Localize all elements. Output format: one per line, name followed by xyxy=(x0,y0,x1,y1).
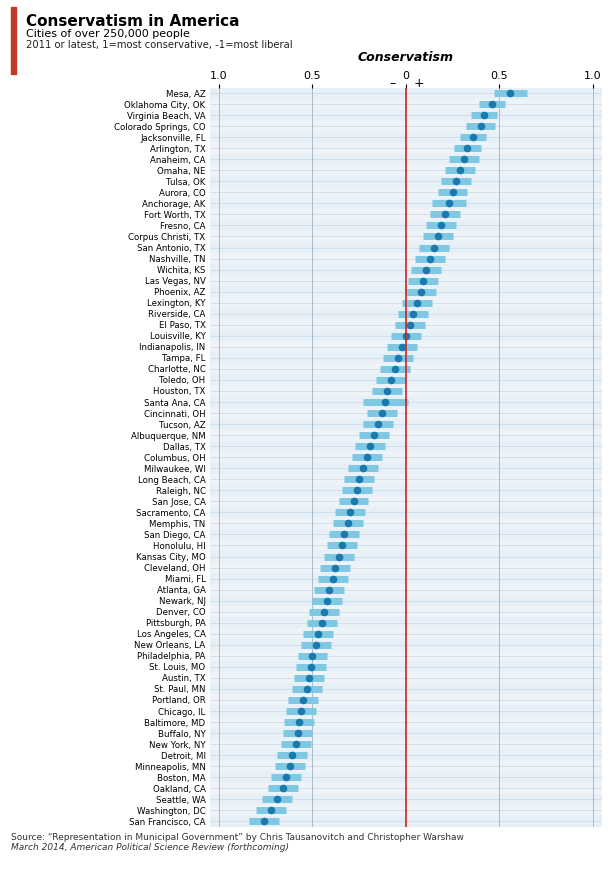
Bar xyxy=(210,540,602,551)
Bar xyxy=(210,330,602,341)
Bar xyxy=(210,341,602,353)
Bar xyxy=(210,783,602,794)
Bar xyxy=(210,99,602,109)
Text: Cities of over 250,000 people: Cities of over 250,000 people xyxy=(26,29,190,38)
Text: +: + xyxy=(413,77,424,90)
Bar xyxy=(210,176,602,187)
Bar xyxy=(210,308,602,319)
Bar xyxy=(210,121,602,131)
Bar xyxy=(210,396,602,408)
Bar xyxy=(210,672,602,683)
Bar xyxy=(210,220,602,231)
Bar xyxy=(210,264,602,275)
Bar xyxy=(210,253,602,264)
Bar xyxy=(210,528,602,540)
Bar xyxy=(210,717,602,727)
Bar xyxy=(210,617,602,628)
Bar xyxy=(210,573,602,584)
Bar xyxy=(210,319,602,330)
Bar xyxy=(210,595,602,606)
Bar xyxy=(210,606,602,617)
Text: 2011 or latest, 1=most conservative, -1=most liberal: 2011 or latest, 1=most conservative, -1=… xyxy=(26,40,292,50)
Bar xyxy=(210,518,602,528)
Bar xyxy=(210,386,602,396)
Bar xyxy=(210,154,602,164)
Bar xyxy=(210,584,602,595)
Bar xyxy=(210,198,602,209)
Text: Conservatism in America: Conservatism in America xyxy=(26,14,239,29)
Bar xyxy=(210,496,602,507)
Bar xyxy=(210,363,602,374)
Bar xyxy=(210,164,602,176)
Bar xyxy=(210,551,602,562)
Bar xyxy=(210,628,602,640)
Bar xyxy=(210,242,602,253)
Bar xyxy=(210,816,602,827)
Bar xyxy=(210,441,602,452)
Bar xyxy=(210,231,602,242)
Bar xyxy=(210,760,602,772)
Bar xyxy=(210,705,602,717)
Bar xyxy=(210,772,602,783)
Bar xyxy=(210,473,602,485)
Text: –: – xyxy=(390,77,396,90)
Bar xyxy=(210,805,602,816)
Bar xyxy=(210,374,602,386)
Bar xyxy=(210,109,602,121)
Bar xyxy=(210,430,602,441)
Bar xyxy=(210,353,602,363)
Bar xyxy=(210,683,602,695)
Bar xyxy=(210,187,602,198)
Bar xyxy=(210,131,602,143)
Bar xyxy=(210,88,602,99)
Text: March 2014, American Political Science Review (forthcoming): March 2014, American Political Science R… xyxy=(11,844,289,852)
Text: Source: “Representation in Municipal Government” by Chris Tausanovitch and Chris: Source: “Representation in Municipal Gov… xyxy=(11,833,464,842)
Bar xyxy=(210,662,602,672)
Bar xyxy=(210,286,602,298)
Bar xyxy=(210,695,602,705)
Bar xyxy=(210,452,602,463)
Bar xyxy=(210,418,602,430)
Bar xyxy=(210,408,602,418)
Bar xyxy=(210,463,602,473)
Bar xyxy=(210,507,602,518)
Bar xyxy=(210,485,602,496)
Bar xyxy=(210,650,602,662)
Text: Conservatism: Conservatism xyxy=(358,51,454,64)
Bar xyxy=(210,727,602,738)
Bar xyxy=(210,209,602,220)
Bar xyxy=(210,750,602,760)
Bar xyxy=(210,275,602,286)
Bar xyxy=(210,738,602,750)
Bar xyxy=(210,298,602,308)
Bar xyxy=(210,143,602,154)
Bar xyxy=(210,640,602,650)
Bar xyxy=(210,794,602,805)
Bar xyxy=(210,562,602,573)
